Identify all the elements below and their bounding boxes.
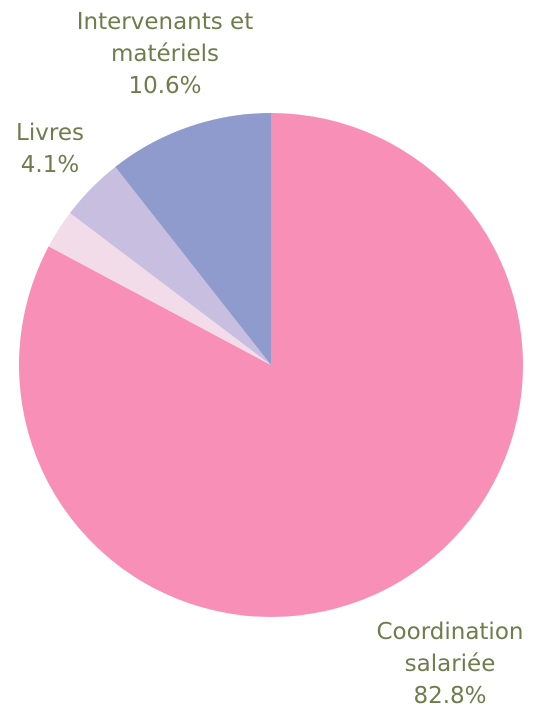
pie-slice — [69, 166, 271, 365]
pie-slice — [48, 213, 271, 365]
slice-name: Livres — [16, 120, 84, 146]
slice-name: Intervenants et matériels — [76, 9, 254, 67]
slice-label: Livres 4.1% — [0, 117, 100, 181]
slice-value: 82.8% — [413, 683, 487, 709]
slice-value: 10.6% — [128, 73, 202, 99]
slice-name: Coordination salariée — [376, 619, 524, 677]
pie-slice — [115, 113, 271, 365]
slice-label: Intervenants et matériels 10.6% — [70, 6, 260, 102]
slice-value: 4.1% — [20, 152, 80, 178]
slice-label: Coordination salariée 82.8% — [350, 616, 547, 712]
